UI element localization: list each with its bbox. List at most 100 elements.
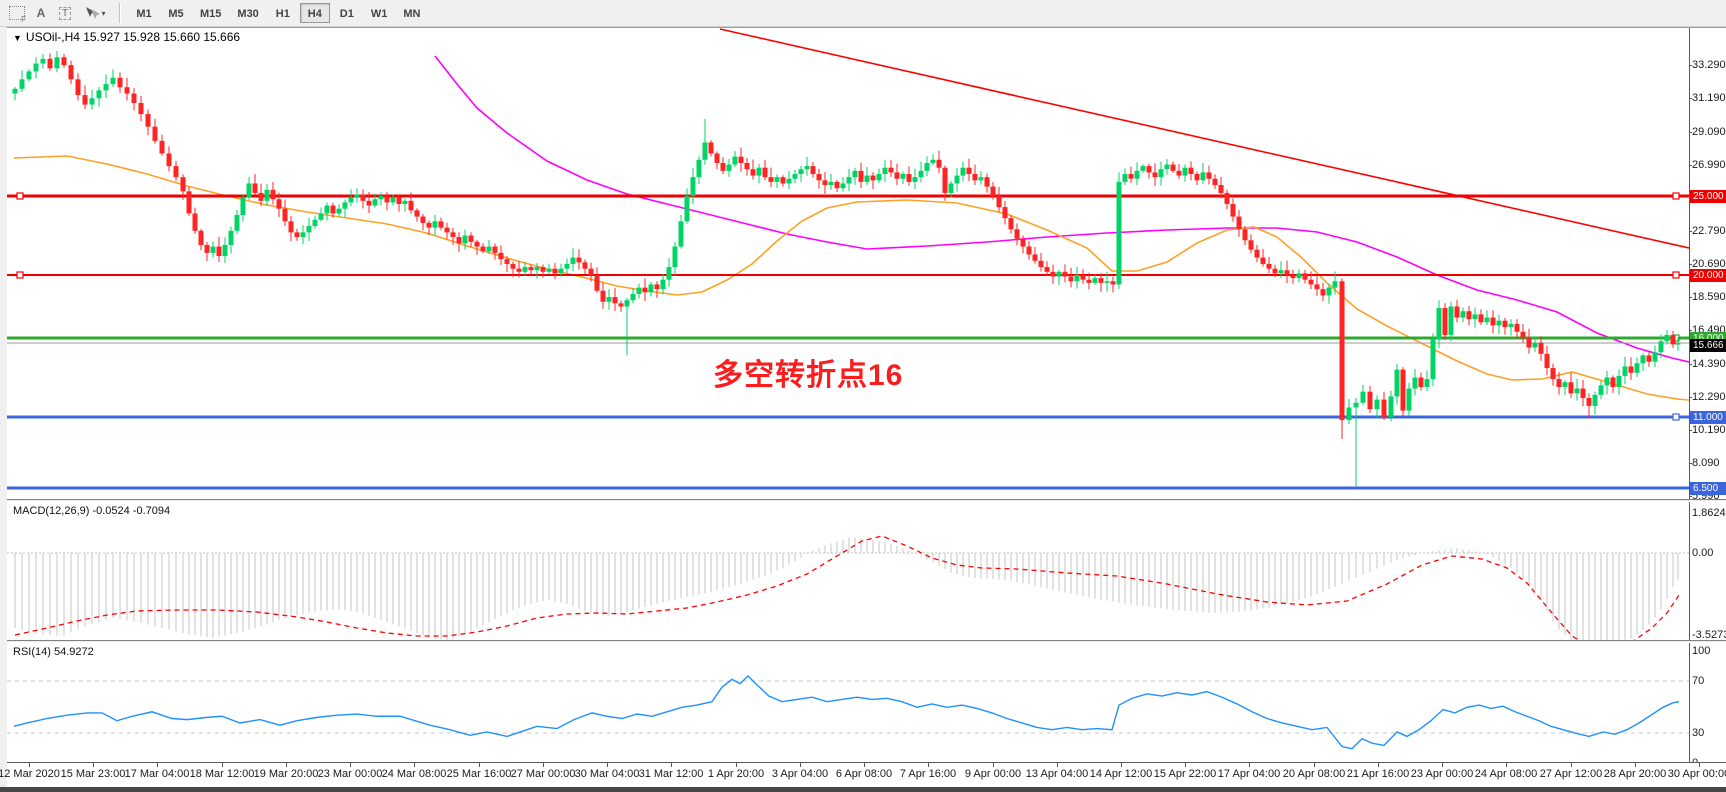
- price-level-badge: 11.000: [1690, 411, 1726, 424]
- time-tickmark: [1121, 763, 1122, 767]
- collapse-arrow-icon[interactable]: ▼: [13, 33, 22, 43]
- price-tick-label: 14.390: [1692, 358, 1726, 370]
- pane-splitter[interactable]: [7, 640, 1726, 643]
- price-tick-label: 8.090: [1692, 457, 1720, 469]
- timeframe-group: M1 M5 M15 M30 H1 H4 D1 W1 MN: [128, 3, 428, 23]
- timeframe-button-d1[interactable]: D1: [332, 3, 362, 23]
- time-tick-label: 23 Mar 00:00: [317, 768, 383, 780]
- time-tickmark: [1185, 763, 1186, 767]
- time-tickmark: [222, 763, 223, 767]
- time-tick-label: 14 Apr 12:00: [1089, 768, 1153, 780]
- time-tickmark: [350, 763, 351, 767]
- price-chart-pane[interactable]: ▼ USOil-,H4 15.927 15.928 15.660 15.666 多…: [7, 28, 1726, 502]
- timeframe-button-m5[interactable]: M5: [161, 3, 191, 23]
- time-tick-label: 17 Mar 04:00: [124, 768, 190, 780]
- macd-label: MACD(12,26,9) -0.0524 -0.7094: [13, 505, 171, 517]
- time-tick-label: 13 Apr 04:00: [1025, 768, 1089, 780]
- time-tickmark: [479, 763, 480, 767]
- time-tick-label: 25 Mar 16:00: [446, 768, 512, 780]
- time-tick-label: 24 Apr 08:00: [1474, 768, 1538, 780]
- timeframe-button-w1[interactable]: W1: [364, 3, 395, 23]
- axis-tickmark: [1689, 297, 1692, 298]
- time-tick-label: 24 Mar 08:00: [381, 768, 447, 780]
- time-tick-label: 18 Mar 12:00: [189, 768, 255, 780]
- price-level-badge: 25.000: [1690, 190, 1726, 203]
- time-tickmark: [1057, 763, 1058, 767]
- price-axis: 33.290 31.190 29.090 26.990 22.790 20.690 18.5…: [1689, 28, 1726, 502]
- axis-tickmark: [1689, 330, 1692, 331]
- dotted-frame-icon[interactable]: F: [6, 3, 28, 24]
- price-level-badge: 20.000: [1690, 269, 1726, 282]
- symbol-ohlc-line[interactable]: ▼ USOil-,H4 15.927 15.928 15.660 15.666: [13, 30, 240, 44]
- candlestick-canvas[interactable]: [7, 28, 1689, 499]
- axis-tickmark: [1689, 264, 1692, 265]
- time-tickmark: [736, 763, 737, 767]
- chart-window: ▼ USOil-,H4 15.927 15.928 15.660 15.666 多…: [0, 27, 1726, 789]
- price-tick-label: 33.290: [1692, 59, 1726, 71]
- axis-tickmark: [1689, 397, 1692, 398]
- time-tick-label: 23 Apr 00:00: [1410, 768, 1474, 780]
- axis-tickmark: [1689, 364, 1692, 365]
- axis-tickmark: [1689, 165, 1692, 166]
- time-tickmark: [1635, 763, 1636, 767]
- time-tick-label: 28 Apr 20:00: [1603, 768, 1667, 780]
- price-tick-label: 31.190: [1692, 92, 1726, 104]
- price-tick-label: 18.590: [1692, 291, 1726, 303]
- time-tick-label: 31 Mar 12:00: [638, 768, 704, 780]
- axis-tickmark: [1689, 231, 1692, 232]
- price-level-badge: 15.666: [1690, 339, 1726, 352]
- axis-tickmark: [1689, 98, 1692, 99]
- macd-tick-label: 1.8624: [1692, 507, 1726, 519]
- price-tick-label: 26.990: [1692, 159, 1726, 171]
- time-tickmark: [1378, 763, 1379, 767]
- rsi-canvas: [7, 674, 1689, 750]
- timeframe-button-m1[interactable]: M1: [129, 3, 159, 23]
- time-tickmark: [993, 763, 994, 767]
- time-tickmark: [928, 763, 929, 767]
- time-tick-label: 6 Apr 08:00: [835, 768, 893, 780]
- macd-indicator-pane[interactable]: MACD(12,26,9) -0.0524 -0.7094 1.8624 0.00…: [7, 502, 1726, 641]
- time-tick-label: 1 Apr 20:00: [707, 768, 765, 780]
- axis-tickmark: [1689, 430, 1692, 431]
- timeframe-button-m30[interactable]: M30: [230, 3, 265, 23]
- price-tick-label: 29.090: [1692, 126, 1726, 138]
- price-level-badge: 6.500: [1690, 482, 1726, 495]
- time-axis[interactable]: 12 Mar 2020 15 Mar 23:00 17 Mar 04:00 18 Ma…: [0, 762, 1726, 789]
- price-tick-label: 12.290: [1692, 391, 1726, 403]
- pane-splitter[interactable]: [7, 499, 1726, 502]
- timeframe-button-m15[interactable]: M15: [193, 3, 228, 23]
- cursor-styler-icon[interactable]: ▾: [78, 3, 112, 23]
- timeframe-button-h4[interactable]: H4: [299, 3, 330, 23]
- time-tick-label: 9 Apr 00:00: [964, 768, 1022, 780]
- time-tickmark: [286, 763, 287, 767]
- time-tickmark: [1699, 763, 1700, 767]
- price-tick-label: 22.790: [1692, 225, 1726, 237]
- time-tick-label: 27 Apr 12:00: [1539, 768, 1603, 780]
- axis-tickmark: [1689, 65, 1692, 66]
- macd-axis: 1.8624 0.00 -3.5273: [1689, 502, 1726, 641]
- text-box-icon[interactable]: T: [54, 3, 76, 23]
- bottom-window-edge: [0, 787, 1726, 792]
- time-tickmark: [671, 763, 672, 767]
- timeframe-button-mn[interactable]: MN: [396, 3, 427, 23]
- letter-a-icon[interactable]: A: [36, 6, 46, 20]
- toolbar: F A T ▾ M1 M5 M15 M30 H1 H4 D1 W1 MN: [0, 0, 1726, 27]
- time-tickmark: [1571, 763, 1572, 767]
- time-tickmark: [543, 763, 544, 767]
- time-tick-label: 12 Mar 2020: [0, 768, 60, 780]
- rsi-tick-label: 30: [1692, 727, 1705, 739]
- rsi-tick-label: 70: [1692, 675, 1705, 687]
- rsi-label: RSI(14) 54.9272: [13, 646, 94, 658]
- time-tickmark: [157, 763, 158, 767]
- time-tick-label: 17 Apr 04:00: [1217, 768, 1281, 780]
- timeframe-button-h1[interactable]: H1: [268, 3, 298, 23]
- toolbar-separator: [119, 3, 121, 23]
- double-cursor-glyph: [86, 7, 101, 19]
- dropdown-caret-icon[interactable]: ▾: [101, 8, 106, 18]
- rsi-indicator-pane[interactable]: RSI(14) 54.9272 10070300: [7, 643, 1726, 769]
- time-tick-label: 19 Mar 20:00: [253, 768, 319, 780]
- price-tick-label: 20.690: [1692, 258, 1726, 270]
- time-tick-label: 15 Apr 22:00: [1153, 768, 1217, 780]
- axis-tickmark: [1689, 132, 1692, 133]
